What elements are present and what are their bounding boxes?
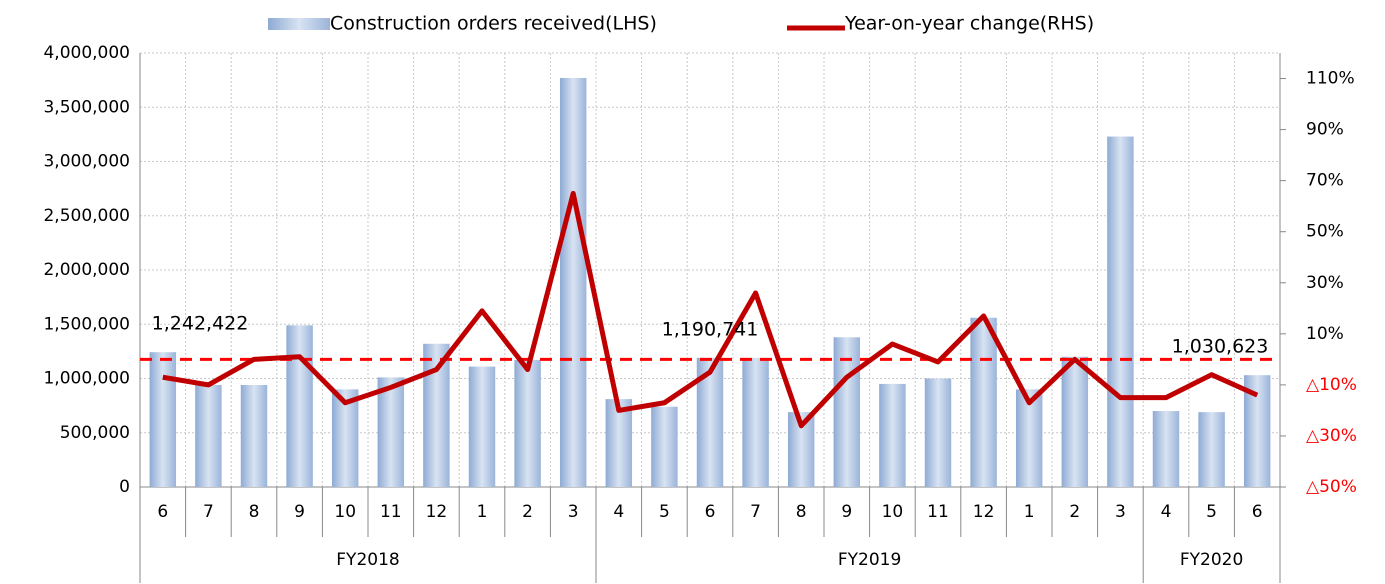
group-label: FY2019	[838, 550, 901, 570]
x-tick-label: 9	[841, 502, 852, 522]
x-tick-label: 12	[426, 502, 448, 522]
bar	[651, 406, 678, 487]
bar	[605, 399, 633, 487]
x-tick-label: 11	[380, 502, 402, 522]
bar	[924, 378, 952, 487]
y-tick-label: 4,000,000	[43, 43, 130, 63]
bar	[742, 357, 769, 487]
y-tick-label: 2,000,000	[43, 260, 130, 280]
x-tick-label: 7	[203, 502, 214, 522]
y-tick-label: 1,000,000	[43, 369, 130, 389]
x-tick-label: 11	[927, 502, 949, 522]
y2-tick-label: △10%	[1306, 375, 1357, 395]
x-tick-label: 8	[796, 502, 807, 522]
legend-label: Construction orders received(LHS)	[330, 13, 657, 35]
bar	[970, 317, 997, 487]
bar	[468, 366, 496, 487]
bar	[423, 343, 450, 487]
x-tick-label: 6	[157, 502, 168, 522]
legend-label: Year-on-year change(RHS)	[844, 13, 1094, 35]
y-tick-label: 2,500,000	[43, 206, 130, 226]
y2-tick-label: 110%	[1306, 69, 1355, 89]
x-tick-label: 2	[1069, 502, 1080, 522]
x-tick-label: 6	[1252, 502, 1263, 522]
y-tick-label: 1,500,000	[43, 314, 130, 334]
bar	[1015, 389, 1043, 487]
x-tick-label: 5	[1206, 502, 1217, 522]
data-label: 1,242,422	[152, 313, 249, 335]
y-tick-label: 0	[119, 477, 130, 497]
group-label: FY2020	[1180, 550, 1243, 570]
x-tick-label: 9	[294, 502, 305, 522]
bar	[331, 389, 359, 487]
data-label: 1,030,623	[1172, 336, 1269, 358]
y-tick-label: 3,500,000	[43, 97, 130, 117]
x-tick-label: 12	[973, 502, 995, 522]
x-tick-label: 4	[1161, 502, 1172, 522]
y2-tick-label: △50%	[1306, 477, 1357, 497]
bar	[1198, 412, 1225, 487]
x-tick-label: 6	[705, 502, 716, 522]
y-tick-label: 3,000,000	[43, 152, 130, 172]
bar	[1152, 411, 1180, 487]
group-label: FY2018	[336, 550, 399, 570]
x-tick-label: 10	[334, 502, 356, 522]
bar	[286, 325, 313, 487]
yoy-line	[162, 190, 1259, 429]
bar	[833, 337, 861, 487]
x-tick-label: 5	[659, 502, 670, 522]
y2-tick-label: 50%	[1306, 222, 1344, 242]
bar	[1061, 356, 1089, 487]
y2-tick-label: 30%	[1306, 273, 1344, 293]
x-tick-label: 3	[1115, 502, 1126, 522]
x-tick-label: 2	[522, 502, 533, 522]
x-tick-label: 1	[1024, 502, 1035, 522]
bar	[149, 352, 177, 487]
data-label: 1,190,741	[662, 318, 759, 340]
bar	[879, 383, 906, 487]
y2-tick-label: 90%	[1306, 120, 1344, 140]
x-tick-label: 4	[613, 502, 624, 522]
bar	[240, 385, 268, 487]
bar	[514, 360, 541, 487]
bar	[1107, 136, 1134, 488]
bar	[195, 385, 222, 487]
x-tick-label: 8	[249, 502, 260, 522]
y-tick-label: 500,000	[60, 423, 130, 443]
legend-swatch	[268, 18, 330, 30]
y2-tick-label: 70%	[1306, 171, 1344, 191]
y2-tick-label: △30%	[1306, 426, 1357, 446]
x-tick-label: 3	[568, 502, 579, 522]
y2-tick-label: 10%	[1306, 324, 1344, 344]
bar	[559, 77, 587, 487]
x-tick-label: 1	[477, 502, 488, 522]
bar	[377, 377, 405, 487]
x-tick-label: 10	[882, 502, 904, 522]
x-tick-label: 7	[750, 502, 761, 522]
